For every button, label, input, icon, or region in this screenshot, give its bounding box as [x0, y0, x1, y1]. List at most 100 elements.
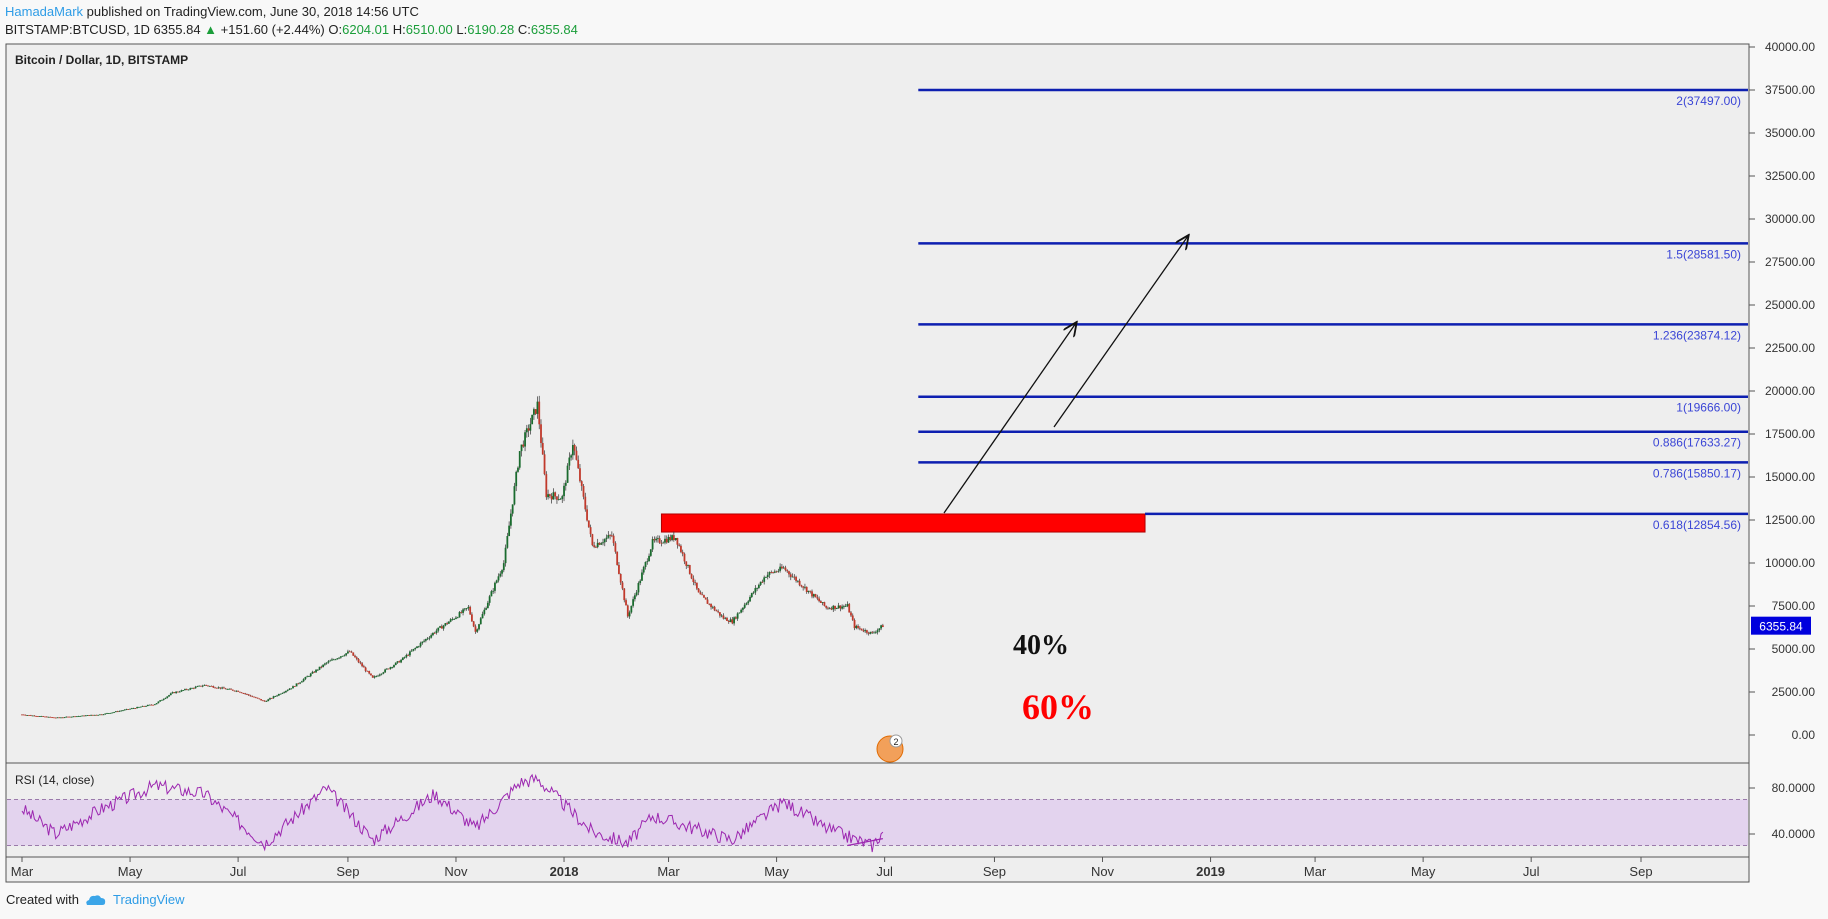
candle-body	[697, 588, 700, 593]
chart-title: Bitcoin / Dollar, 1D, BITSTAMP	[15, 53, 188, 67]
candle-body	[671, 535, 673, 541]
candle-body	[430, 635, 433, 638]
annotation-40pct: 40%	[1013, 630, 1069, 661]
candle-body	[734, 617, 737, 619]
candle-body	[83, 715, 85, 717]
candle-body	[104, 713, 107, 715]
candle-body	[52, 717, 55, 719]
candle-body	[795, 576, 797, 581]
candle-body	[235, 690, 238, 692]
candle-body	[527, 428, 530, 431]
candle-body	[249, 695, 252, 697]
price-tick-label: 30000.00	[1765, 212, 1815, 226]
candle-body	[380, 673, 383, 675]
low-label: L:	[456, 22, 468, 37]
candle-body	[602, 542, 604, 544]
candle-body	[159, 700, 162, 702]
candle-body	[146, 704, 149, 707]
candle-body	[619, 573, 622, 583]
candle-body	[649, 549, 652, 556]
candle-body	[254, 697, 257, 699]
candle-body	[68, 716, 71, 718]
candle-body	[618, 564, 620, 574]
candle-body	[201, 685, 204, 687]
candle-body	[596, 542, 599, 548]
rsi-band-group	[7, 799, 1748, 846]
time-tick-label: Sep	[336, 864, 359, 879]
price-tick-label: 32500.00	[1765, 169, 1815, 183]
candle-body	[270, 698, 273, 699]
candle-body	[192, 687, 195, 689]
candle-body	[605, 537, 608, 540]
candle-body	[281, 692, 284, 694]
candle-body	[125, 709, 128, 710]
price-tick-label: 22500.00	[1765, 341, 1815, 355]
candle-body	[262, 700, 264, 702]
candle-body	[570, 455, 573, 458]
candle-body	[311, 671, 314, 674]
candle-body	[614, 543, 617, 552]
events-count-badge-bg	[889, 734, 903, 748]
candle-body	[327, 661, 330, 663]
candle-body	[832, 605, 835, 610]
candle-body	[152, 704, 154, 706]
candle-body	[662, 542, 665, 544]
candle-body	[669, 536, 672, 541]
publish-line: HamadaMark published on TradingView.com,…	[5, 3, 578, 21]
candle-body	[113, 712, 116, 713]
fib-level-label: 1.236(23874.12)	[1653, 328, 1741, 342]
candle-body	[708, 603, 711, 605]
candle-body	[804, 586, 806, 588]
price-tick-label: 35000.00	[1765, 126, 1815, 140]
candle-body	[524, 432, 526, 447]
candle-body	[439, 626, 441, 628]
candle-body	[276, 695, 278, 697]
candle-body	[26, 715, 29, 716]
candle-body	[42, 716, 45, 717]
fib-level-label: 0.618(12854.56)	[1653, 518, 1741, 532]
candle-body	[242, 693, 245, 694]
candle-body	[880, 625, 882, 629]
candle-body	[525, 428, 528, 433]
author-link[interactable]: HamadaMark	[5, 4, 84, 19]
candle-body	[478, 624, 480, 630]
candle-body	[136, 707, 139, 709]
annotation-group: 40% 60% 2	[876, 236, 1188, 763]
candle-body	[533, 409, 535, 415]
last-price-label: 6355.84	[1759, 620, 1803, 634]
candle-body	[60, 717, 62, 719]
candle-body	[857, 625, 859, 628]
candle-body	[557, 499, 560, 500]
chart-header: HamadaMark published on TradingView.com,…	[5, 3, 578, 39]
candle-body	[150, 704, 153, 706]
candle-body	[766, 574, 769, 578]
candle-body	[54, 717, 57, 719]
time-tick-label: May	[764, 864, 789, 879]
candle-body	[194, 686, 197, 689]
candle-body	[354, 655, 356, 658]
candle-body	[111, 712, 114, 714]
candle-body	[657, 538, 659, 540]
candle-body	[805, 586, 808, 593]
candle-body	[293, 686, 296, 688]
candle-body	[878, 628, 881, 631]
candle-body	[743, 604, 746, 608]
candle-body	[442, 625, 445, 629]
candle-body	[244, 693, 247, 695]
time-tick-label: Mar	[1304, 864, 1327, 879]
candle-body	[825, 605, 828, 608]
candle-body	[509, 513, 512, 526]
candle-body	[747, 601, 750, 604]
candle-body	[382, 672, 385, 674]
candle-body	[642, 567, 645, 573]
candle-body	[196, 686, 199, 688]
tradingview-logo[interactable]: TradingView	[85, 892, 185, 907]
candle-body	[782, 567, 785, 569]
candle-body	[692, 578, 695, 583]
candle-body	[304, 677, 307, 680]
candle-body	[517, 467, 519, 472]
candle-body	[325, 662, 328, 664]
candle-body	[88, 715, 91, 716]
candle-body	[31, 715, 34, 717]
